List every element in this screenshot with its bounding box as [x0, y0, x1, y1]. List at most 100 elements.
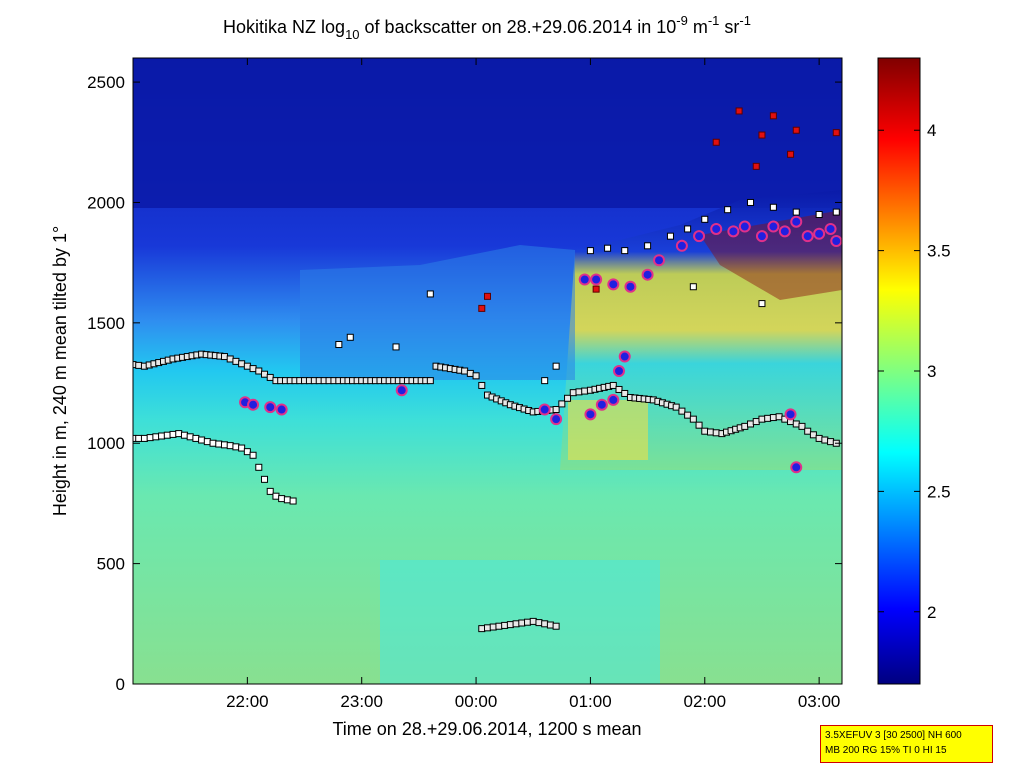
data-point: [249, 365, 257, 373]
data-point: [140, 434, 148, 442]
data-point: [804, 427, 812, 435]
data-point: [621, 247, 629, 255]
data-point: [778, 225, 791, 238]
chart-title: Hokitika NZ log10 of backscatter on 28.+…: [223, 13, 751, 42]
data-point: [495, 622, 503, 630]
y-tick-label: 1000: [87, 434, 125, 453]
data-point: [741, 422, 749, 430]
colorbar-tick-label: 2.5: [927, 482, 951, 501]
x-tick-label: 23:00: [340, 692, 383, 711]
y-axis-label: Height in m, 240 m mean tilted by 1°: [50, 226, 70, 516]
data-point: [489, 623, 497, 631]
data-point: [461, 367, 469, 375]
data-point: [758, 300, 766, 308]
data-point: [175, 430, 183, 438]
data-point: [790, 461, 803, 474]
data-point: [478, 304, 486, 312]
data-point: [578, 273, 591, 286]
data-point: [247, 398, 260, 411]
plot-frame: [132, 57, 843, 685]
data-point: [484, 624, 491, 632]
data-point: [255, 463, 263, 471]
data-point: [790, 215, 803, 228]
data-point: [792, 208, 800, 216]
series-2: [478, 617, 560, 633]
data-point: [261, 475, 269, 483]
x-tick-label: 01:00: [569, 692, 612, 711]
data-point: [590, 273, 603, 286]
data-point: [541, 620, 549, 628]
data-point: [186, 433, 194, 441]
data-point: [569, 389, 577, 397]
data-point: [801, 230, 814, 243]
data-point: [478, 381, 486, 389]
y-tick-label: 500: [97, 555, 125, 574]
data-point: [232, 443, 240, 451]
data-point: [272, 492, 280, 500]
data-point: [335, 341, 343, 349]
x-axis: 22:00 23:00 00:00 01:00 02:00 03:00: [226, 58, 840, 711]
data-point: [135, 361, 143, 369]
data-point: [226, 355, 234, 363]
info-line-2: MB 200 RG 15% TI 0 HI 15: [825, 745, 947, 756]
data-point: [832, 208, 840, 216]
y-axis: 0 500 1000 1500 2000 2500: [87, 73, 842, 694]
data-point: [255, 367, 263, 375]
data-point: [830, 234, 842, 247]
data-point: [769, 112, 777, 120]
data-point: [289, 497, 297, 505]
data-point: [564, 394, 572, 402]
data-point: [607, 278, 620, 291]
data-point: [738, 220, 751, 233]
data-point: [581, 387, 589, 395]
data-point: [158, 432, 166, 440]
data-point: [264, 401, 277, 414]
data-point: [821, 436, 829, 444]
data-point: [727, 225, 740, 238]
data-point: [466, 369, 474, 377]
data-point: [813, 227, 826, 240]
data-point: [755, 230, 768, 243]
data-point: [809, 431, 817, 439]
data-point: [758, 415, 766, 423]
data-point: [192, 434, 200, 442]
data-point: [710, 222, 723, 235]
data-point: [278, 495, 286, 503]
data-point: [764, 414, 772, 422]
data-point: [641, 268, 654, 281]
data-point: [584, 408, 597, 421]
data-point: [575, 388, 583, 396]
data-point: [653, 254, 666, 267]
data-point: [243, 362, 251, 370]
x-tick-label: 02:00: [684, 692, 727, 711]
colorbar-tick-label: 2: [927, 603, 936, 622]
data-point: [712, 429, 720, 437]
data-point: [478, 625, 486, 633]
data-point: [275, 403, 288, 416]
data-point: [666, 232, 674, 240]
data-point: [238, 360, 246, 368]
colorbar: [878, 58, 920, 684]
data-point: [552, 622, 560, 630]
y-tick-label: 1500: [87, 314, 125, 333]
x-tick-label: 00:00: [455, 692, 498, 711]
data-point: [535, 619, 543, 627]
data-markers: [124, 107, 842, 633]
data-point: [769, 203, 777, 211]
data-point: [472, 372, 480, 380]
y-tick-label: 2500: [87, 73, 125, 92]
data-point: [169, 430, 177, 438]
data-point: [346, 333, 354, 341]
data-point: [124, 361, 130, 367]
data-point: [615, 385, 623, 393]
data-point: [604, 244, 612, 252]
series-5: [478, 107, 840, 312]
data-point: [693, 230, 706, 243]
data-point: [775, 413, 783, 421]
data-point: [609, 381, 617, 389]
data-point: [552, 362, 560, 370]
data-point: [538, 403, 551, 416]
data-point: [501, 621, 509, 629]
x-tick-label: 22:00: [226, 692, 269, 711]
data-point: [767, 220, 780, 233]
